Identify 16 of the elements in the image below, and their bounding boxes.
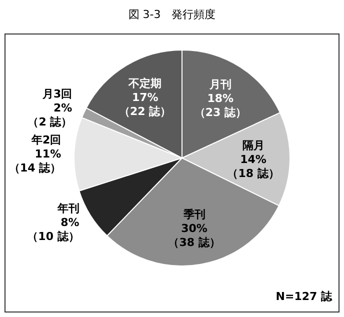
- data-label: 11%（14 誌）: [8, 148, 62, 175]
- slice-label: 月3回: [42, 87, 72, 100]
- slice-label: 不定期: [128, 77, 162, 90]
- slice-label: 年刊: [56, 202, 80, 215]
- slice-label: 月刊: [208, 78, 232, 91]
- data-label: 30%（38 誌）: [168, 222, 220, 250]
- data-label: 18%（23 誌）: [194, 92, 246, 119]
- slice-label: 年2回: [30, 134, 62, 147]
- chart-title: 図 3-3 発行頻度: [128, 8, 216, 21]
- data-label: 2%（2 誌）: [28, 101, 72, 128]
- slice-label: 隔月: [242, 138, 264, 152]
- data-label: 14%（18 誌）: [227, 152, 280, 180]
- text: N=127 誌: [276, 290, 333, 303]
- slice-label: 季刊: [182, 208, 206, 222]
- data-label: 8%（10 誌）: [27, 216, 80, 243]
- data-label: 17%（22 誌）: [119, 91, 172, 118]
